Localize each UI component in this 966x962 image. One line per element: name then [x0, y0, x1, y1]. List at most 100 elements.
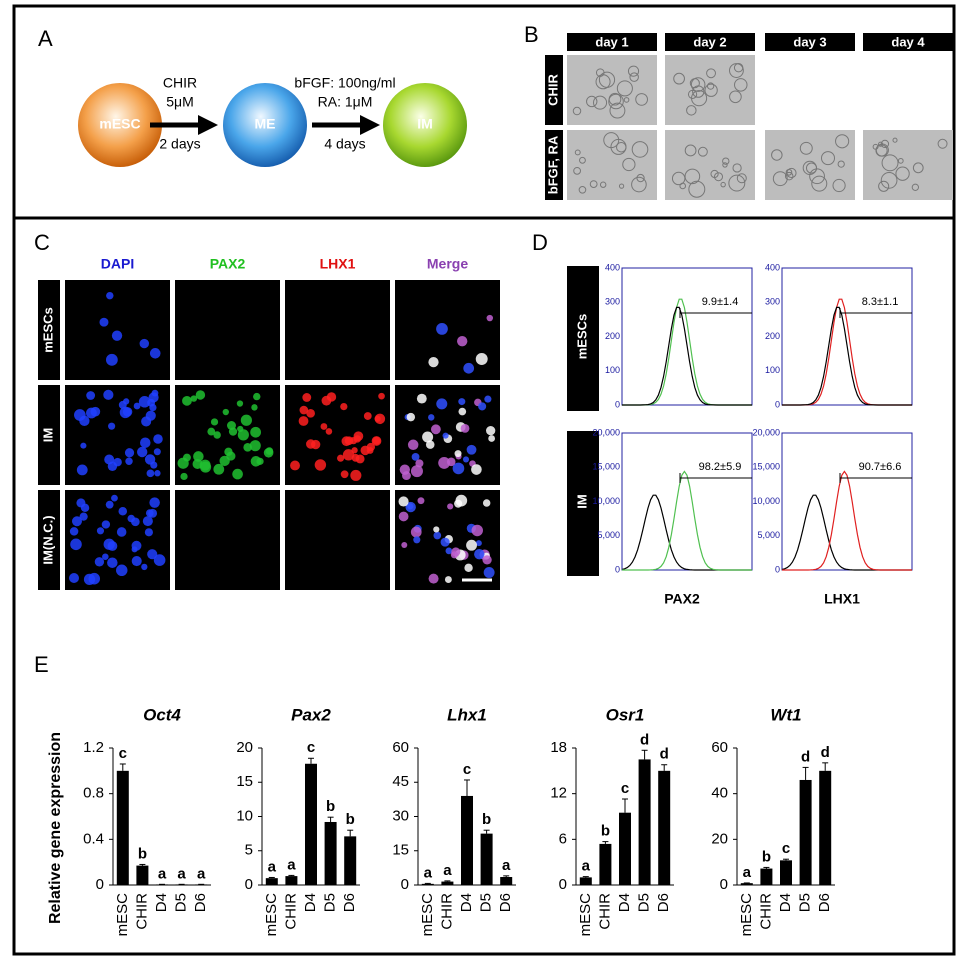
cell: [573, 166, 581, 175]
cell: [627, 65, 640, 77]
nucleus: [302, 393, 312, 402]
cell: [578, 185, 587, 194]
cell: [713, 172, 724, 182]
y-tick-label: 20,000: [592, 427, 620, 437]
node-label: ME: [255, 116, 276, 132]
y-tick-label: 20: [236, 739, 253, 756]
nucleus: [106, 291, 114, 300]
column-header-box: [567, 33, 657, 51]
nucleus: [146, 469, 155, 478]
nucleus: [94, 557, 105, 567]
nucleus: [104, 454, 115, 465]
cell: [603, 132, 620, 149]
agent: CHIR: [163, 75, 197, 91]
x-tick-label: D5: [797, 893, 814, 912]
nucleus: [69, 527, 79, 536]
micrograph: [567, 55, 657, 125]
significance-letter: d: [821, 744, 830, 761]
histogram-curve: [782, 298, 912, 406]
nucleus: [107, 541, 118, 551]
significance-letter: b: [482, 811, 491, 828]
nucleus: [199, 461, 212, 473]
nucleus: [141, 563, 148, 571]
y-tick-label: 100: [605, 365, 620, 375]
row-header: mESCs: [40, 307, 55, 353]
nucleus: [444, 576, 452, 584]
significance-letter: c: [463, 761, 471, 778]
x-tick-label: D4: [302, 893, 319, 912]
nucleus: [433, 531, 442, 540]
nucleus: [417, 497, 425, 505]
nucleus: [482, 499, 491, 507]
plot-frame: [621, 432, 753, 571]
column-header: day 3: [793, 34, 826, 49]
x-tick-label: D6: [497, 893, 514, 912]
nucleus: [131, 555, 142, 567]
cell: [679, 182, 687, 190]
bar: [658, 770, 671, 885]
nucleus: [350, 469, 362, 481]
nucleus: [337, 454, 345, 462]
nucleus: [125, 457, 133, 465]
micrograph: [175, 490, 280, 590]
y-tick-label: 100: [765, 365, 780, 375]
nucleus: [452, 462, 465, 475]
nucleus: [410, 465, 423, 478]
nucleus: [195, 390, 206, 400]
nucleus: [320, 423, 328, 430]
nucleus: [466, 539, 477, 551]
cell: [574, 149, 581, 156]
column-header-box: [863, 33, 953, 51]
micrograph: [285, 490, 390, 590]
x-tick-label: CHIR: [282, 893, 299, 930]
cell: [805, 162, 818, 174]
panel-label: B: [524, 22, 539, 47]
significance-letter: a: [287, 856, 296, 873]
bar: [480, 833, 493, 885]
node-label: mESC: [99, 116, 140, 132]
row-header: IM(N.C.): [40, 515, 55, 564]
bar: [305, 763, 317, 885]
nucleus: [83, 573, 96, 586]
gate-value: 9.9±1.4: [702, 296, 739, 308]
nucleus: [486, 314, 494, 322]
cell: [598, 71, 616, 88]
column-header: DAPI: [101, 256, 134, 272]
x-tick-label: CHIR: [757, 893, 774, 930]
nucleus: [79, 512, 88, 521]
nucleus: [111, 494, 118, 502]
cell: [911, 183, 920, 191]
nucleus: [378, 392, 385, 400]
dose: 5μM: [166, 94, 194, 110]
x-tick-label: mESC: [738, 893, 755, 937]
nucleus: [447, 503, 454, 510]
nucleus: [407, 439, 419, 451]
histogram-curve: [622, 470, 752, 571]
nucleus: [102, 553, 109, 560]
bar: [441, 881, 454, 885]
nucleus: [442, 432, 449, 439]
nucleus: [413, 536, 421, 544]
nucleus: [471, 524, 483, 537]
nucleus: [428, 357, 439, 368]
nucleus: [475, 353, 488, 365]
column-header: day 2: [693, 34, 726, 49]
row-header-box: [38, 280, 60, 380]
significance-letter: a: [158, 865, 167, 882]
significance-letter: a: [197, 865, 206, 882]
nucleus: [182, 453, 191, 462]
node-sphere: [223, 83, 307, 167]
bar: [461, 795, 473, 885]
cell: [622, 157, 636, 172]
significance-letter: d: [801, 748, 810, 765]
y-tick-label: 20,000: [752, 427, 780, 437]
y-tick-label: 5: [245, 842, 253, 859]
nucleus: [463, 362, 475, 374]
micrograph: [175, 280, 280, 380]
cell: [589, 180, 598, 189]
nucleus: [90, 406, 101, 417]
cell: [734, 78, 748, 92]
cell: [599, 181, 607, 188]
nucleus: [249, 440, 261, 452]
x-tick-label: CHIR: [596, 893, 613, 930]
